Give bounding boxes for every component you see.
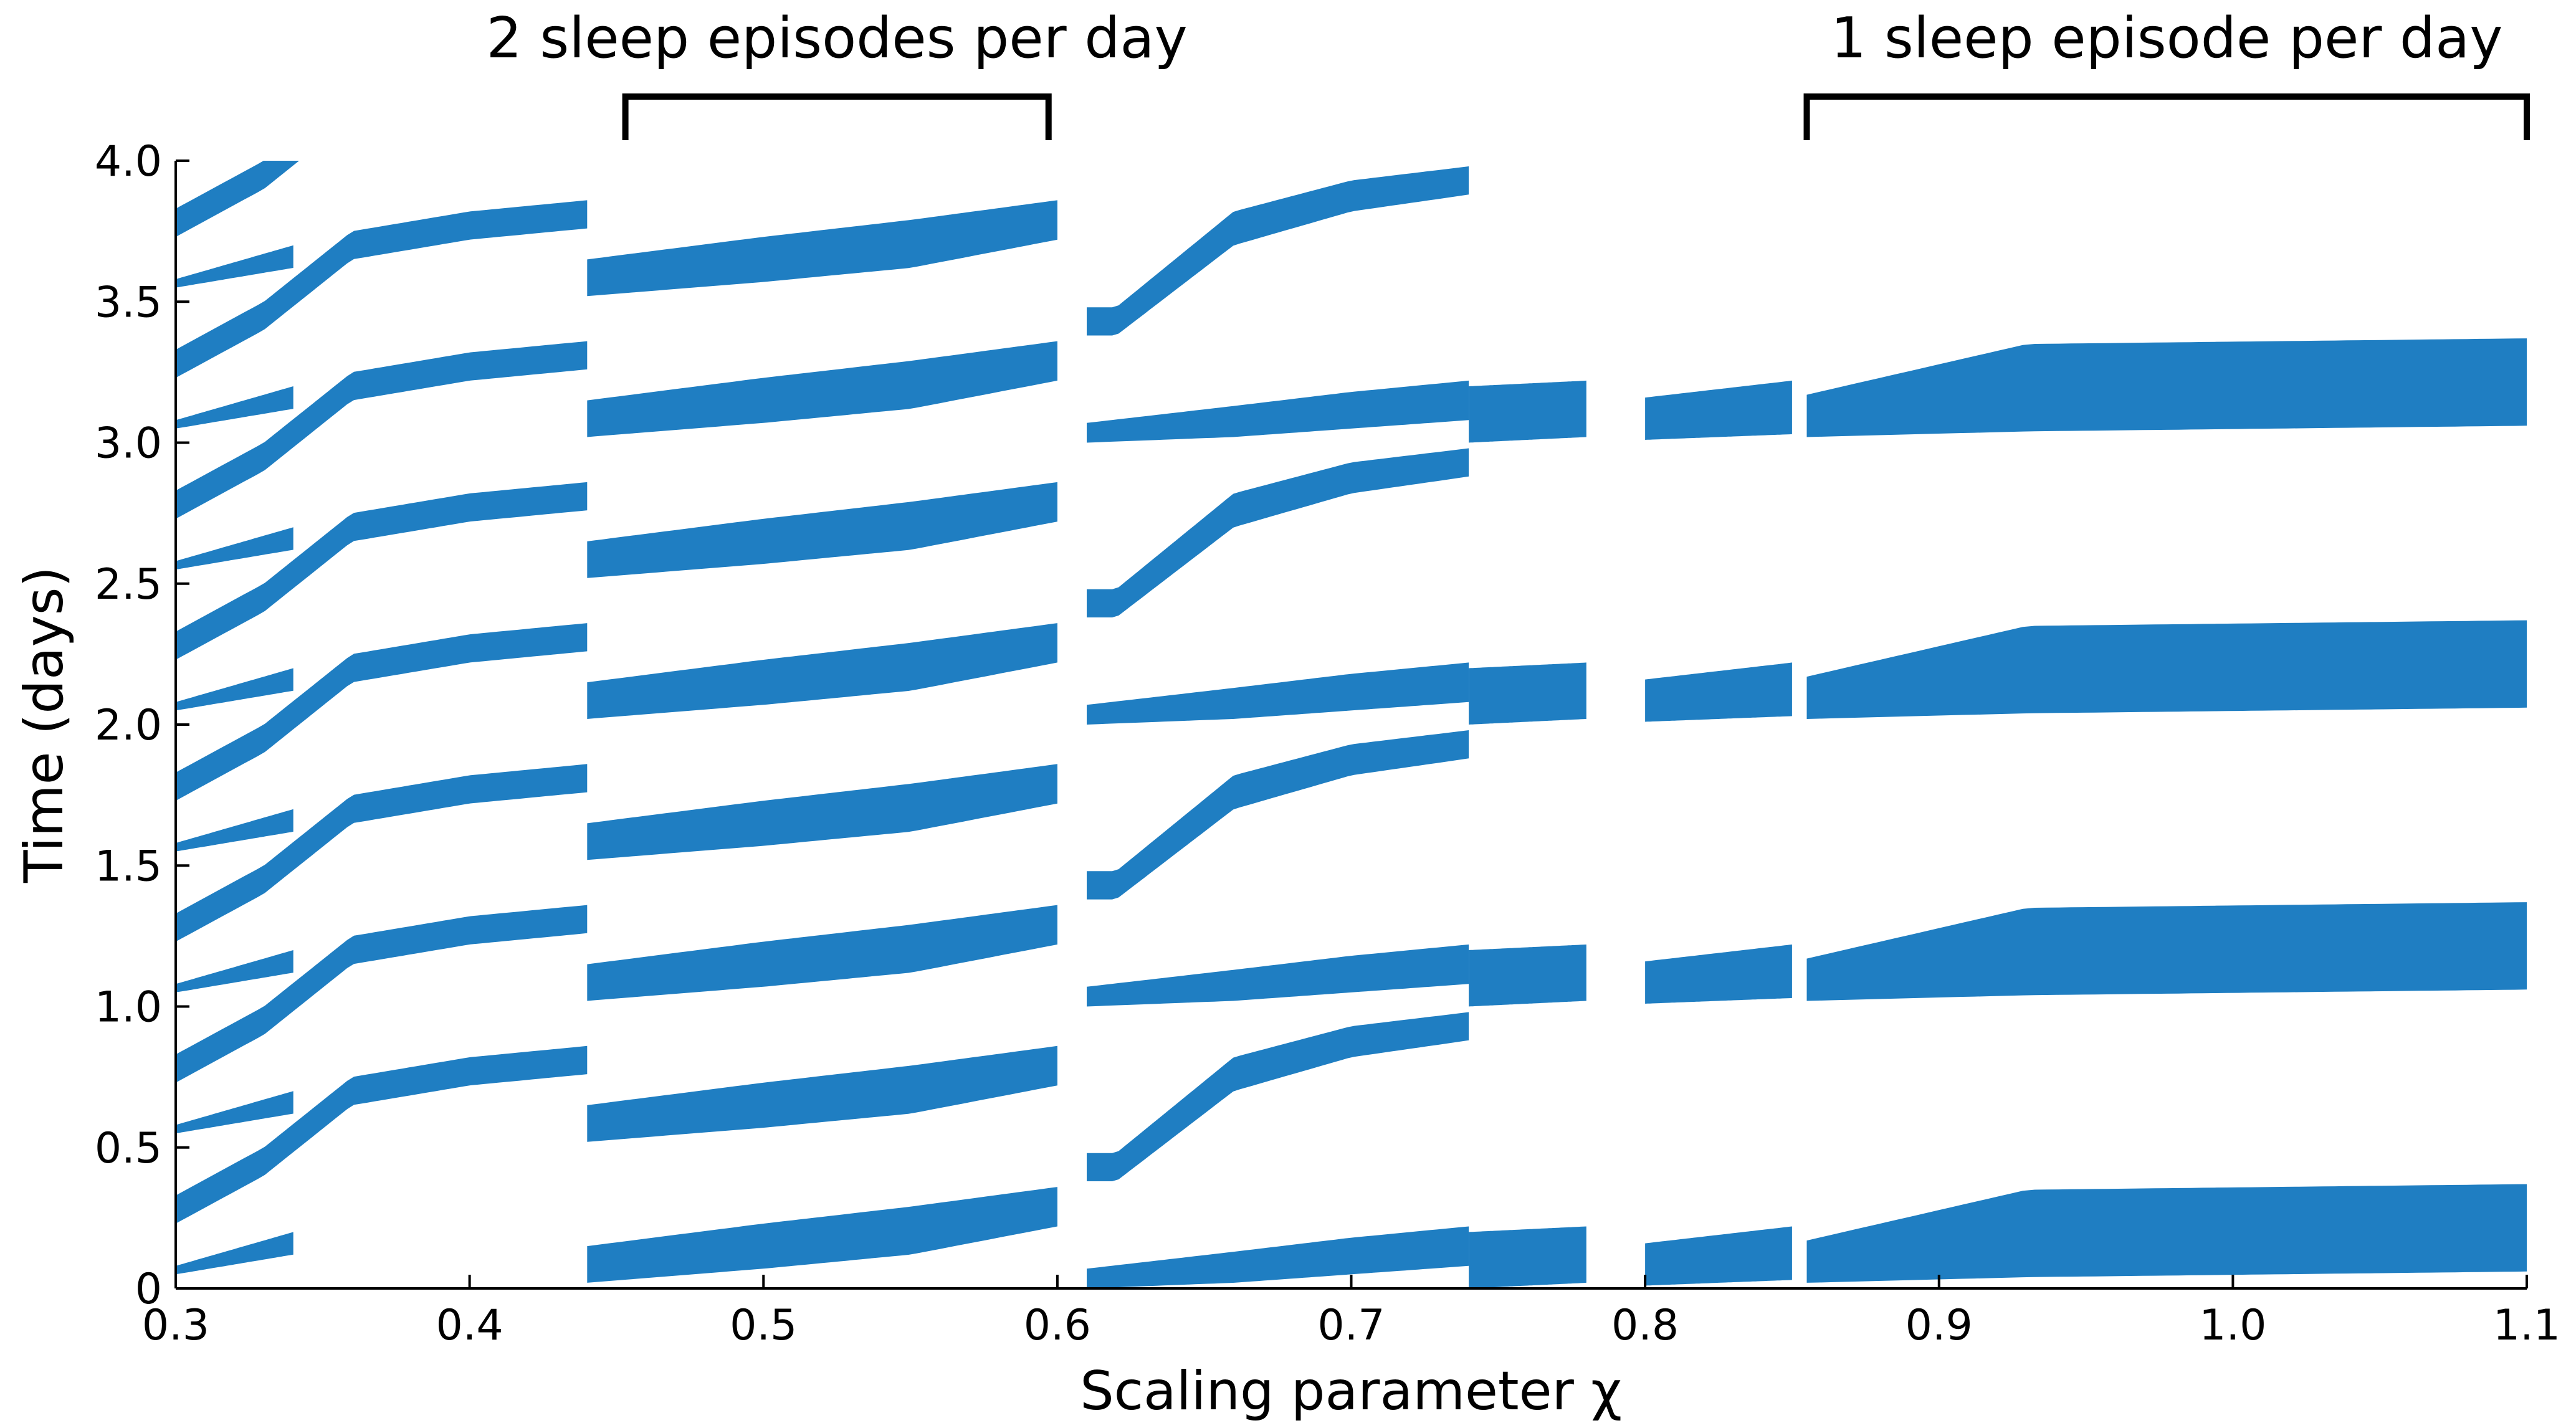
sleep-band-1-2	[176, 764, 588, 942]
sleep-band-7-0	[1806, 1184, 2527, 1283]
sleep-band-2-0	[587, 1187, 1057, 1283]
sleep-band-7-4	[1807, 57, 2527, 155]
annotation-label: 1 sleep episode per day	[1831, 6, 2502, 71]
sleep-band-1-4	[176, 482, 588, 660]
plot-area	[174, 57, 2527, 1290]
sleep-band-4-1	[1087, 730, 1469, 900]
x-tick-label: 0.7	[1317, 1301, 1385, 1350]
x-tick-label: 1.1	[2493, 1301, 2560, 1350]
sleep-band-5-1	[1469, 945, 1586, 1007]
sleep-band-5-4	[1469, 99, 1586, 161]
sleep-band-3-2	[1087, 662, 1469, 725]
sleep-band-2-8	[587, 59, 1057, 155]
y-tick-label: 0.5	[95, 1124, 162, 1173]
sleep-band-3-0	[1087, 1226, 1469, 1288]
sleep-band-4-3	[1087, 166, 1469, 336]
sleep-band-1-5	[176, 341, 588, 519]
sleep-band-0-6	[176, 386, 293, 429]
sleep-band-0-1	[176, 1091, 293, 1134]
sleep-band-0-2	[176, 950, 293, 992]
y-tick-label: 1.0	[95, 983, 162, 1032]
sleep-band-0-4	[176, 668, 293, 711]
sleep-band-0-8	[176, 105, 293, 147]
x-tick-label: 0.3	[142, 1301, 209, 1350]
sleep-band-0-0	[176, 1232, 293, 1275]
sleep-band-6-0	[1645, 1226, 1792, 1286]
sleep-band-5-2	[1469, 662, 1586, 725]
y-tick-label: 2.0	[95, 701, 162, 750]
sleep-band-2-6	[587, 341, 1057, 437]
annotation-bracket	[1803, 93, 2530, 140]
x-tick-label: 0.9	[1906, 1301, 1973, 1350]
sleep-band-3-4	[1087, 99, 1469, 161]
sleep-band-1-6	[176, 200, 588, 378]
sleep-band-7-1	[1806, 902, 2527, 1001]
x-tick-label: 0.4	[436, 1301, 503, 1350]
sleep-band-2-5	[587, 482, 1057, 578]
y-tick-label: 3.5	[95, 278, 162, 327]
sleep-band-4-2	[1087, 448, 1469, 617]
sleep-band-7-2	[1806, 620, 2527, 719]
sleep-band-1-7	[176, 161, 300, 237]
sleep-band-7-3	[1806, 338, 2527, 437]
sleep-band-6-2	[1645, 662, 1792, 722]
x-tick-label: 1.0	[2199, 1301, 2266, 1350]
sleep-band-5-0	[1469, 1226, 1586, 1288]
annotation-bracket	[622, 93, 1052, 140]
y-tick-label: 2.5	[95, 560, 162, 609]
sleep-band-3-1	[1087, 945, 1469, 1007]
sleep-band-0-7	[176, 245, 293, 288]
x-axis-title: Scaling parameter χ	[1080, 1360, 1622, 1422]
annotation-label: 2 sleep episodes per day	[486, 6, 1187, 71]
sleep-band-0-3	[176, 809, 293, 852]
sleep-band-1-1	[176, 905, 588, 1083]
sleep-band-2-1	[587, 1045, 1057, 1142]
y-tick-label: 0	[135, 1265, 162, 1314]
sleep-band-6-1	[1645, 945, 1792, 1004]
y-tick-label: 3.0	[95, 419, 162, 469]
sleep-band-1-0	[176, 1045, 588, 1224]
sleep-band-2-7	[587, 200, 1057, 297]
sleep-band-3-3	[1087, 380, 1469, 443]
sleep-band-2-4	[587, 623, 1057, 719]
sleep-bands	[176, 57, 2527, 1288]
x-tick-label: 0.5	[730, 1301, 797, 1350]
x-ticks: 0.3 0.4 0.5 0.6 0.7 0.8 0.9 1.0 1.1	[142, 1275, 2560, 1350]
sleep-band-0-5	[176, 527, 293, 570]
sleep-band-4-0	[1087, 1012, 1469, 1181]
sleep-band-1-3	[176, 623, 588, 801]
sleep-band-5-3	[1469, 380, 1586, 443]
x-tick-label: 0.6	[1024, 1301, 1091, 1350]
sleep-band-6-3	[1645, 380, 1792, 440]
sleep-band-2-2	[587, 905, 1057, 1001]
y-tick-label: 1.5	[95, 842, 162, 891]
y-ticks: 0 0.5 1.0 1.5 2.0 2.5 3.0 3.5 4.0	[95, 137, 189, 1314]
y-axis-title: Time (days)	[13, 566, 75, 883]
annotations: 2 sleep episodes per day 1 sleep episode …	[486, 6, 2530, 140]
x-tick-label: 0.8	[1611, 1301, 1679, 1350]
sleep-band-6-4	[1645, 99, 1792, 158]
sleep-band-2-3	[587, 764, 1057, 860]
y-tick-label: 4.0	[95, 137, 162, 186]
